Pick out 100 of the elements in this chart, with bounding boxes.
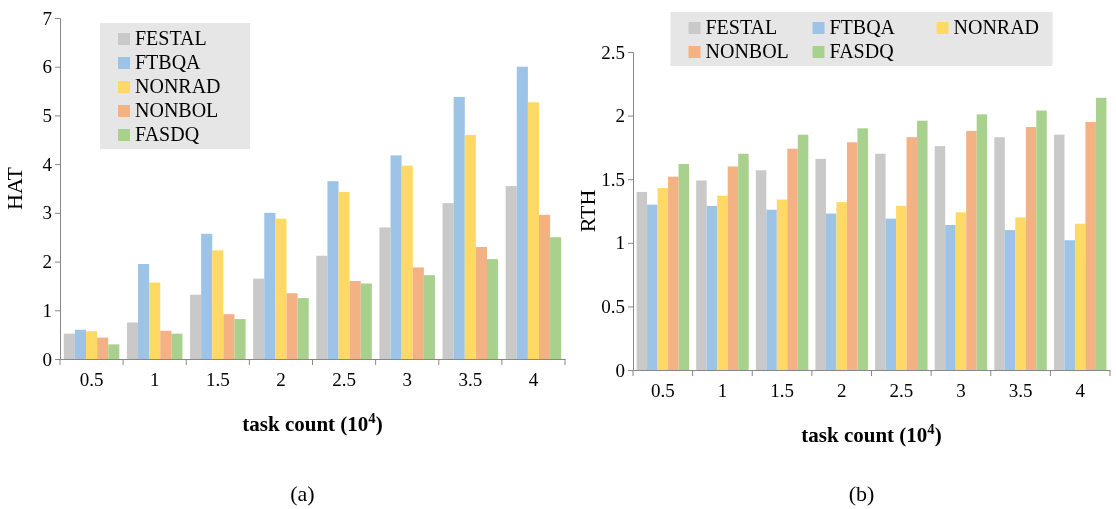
bar xyxy=(1085,121,1096,370)
y-tick-label: 2 xyxy=(615,105,625,127)
bar xyxy=(442,203,454,359)
x-axis-title: task count (10$^{4}$) xyxy=(801,421,942,447)
bar xyxy=(1004,230,1016,370)
bar xyxy=(275,218,287,359)
x-tick-label: 3 xyxy=(402,369,412,391)
bar xyxy=(945,224,956,370)
bar xyxy=(412,267,424,359)
bar xyxy=(516,66,528,359)
bar xyxy=(668,176,679,370)
legend-label: FASDQ xyxy=(829,40,895,62)
bar xyxy=(401,165,413,359)
y-tick-label: 0 xyxy=(42,348,52,370)
bar xyxy=(390,155,402,359)
bar xyxy=(717,195,728,370)
bar xyxy=(846,142,858,370)
bar xyxy=(706,205,718,370)
bar xyxy=(423,275,435,359)
x-tick-label: 3.5 xyxy=(458,369,483,391)
bar xyxy=(286,293,298,359)
bar xyxy=(1025,127,1037,370)
x-tick-label: 0.5 xyxy=(650,380,675,402)
bar xyxy=(475,246,487,359)
y-tick-label: 0.5 xyxy=(601,295,625,317)
x-tick-label: 1 xyxy=(717,380,728,402)
bar xyxy=(1074,223,1086,370)
x-tick-label: 2.5 xyxy=(332,369,356,391)
y-tick-label: 1 xyxy=(615,232,625,254)
x-tick-label: 3 xyxy=(956,380,966,402)
bar xyxy=(379,227,391,359)
bar xyxy=(755,170,767,370)
x-tick-label: 2 xyxy=(836,380,847,402)
y-tick-label: 2.5 xyxy=(601,41,625,63)
bar xyxy=(138,264,150,359)
bar xyxy=(906,137,918,370)
x-tick-label: 1.5 xyxy=(205,369,230,391)
x-tick-label: 1.5 xyxy=(770,380,794,402)
bar xyxy=(787,148,798,370)
bar xyxy=(875,153,886,370)
bar xyxy=(108,344,120,359)
bar xyxy=(538,214,551,359)
y-tick-label: 5 xyxy=(42,105,52,127)
bar xyxy=(934,146,946,370)
bar xyxy=(171,333,183,359)
bar xyxy=(1064,240,1075,370)
text: (b) xyxy=(848,481,875,506)
y-tick-label: 7 xyxy=(42,7,52,29)
x-tick-label: 2 xyxy=(276,369,286,391)
bar xyxy=(486,259,499,359)
bar xyxy=(896,205,907,370)
bar xyxy=(360,283,372,359)
bar xyxy=(1095,97,1107,370)
legend-label: NONBOL xyxy=(135,99,219,121)
bar xyxy=(63,333,75,359)
bar xyxy=(201,233,213,359)
bar xyxy=(825,213,837,370)
y-tick-label: 4 xyxy=(42,153,53,175)
bar xyxy=(976,114,988,370)
bar xyxy=(994,137,1005,370)
legend-label: NONBOL xyxy=(705,40,789,62)
y-tick-label: 2 xyxy=(42,251,52,273)
bar xyxy=(349,281,361,359)
text: (a) xyxy=(290,481,315,506)
bar xyxy=(1053,134,1065,370)
bar xyxy=(657,188,669,370)
bar xyxy=(223,314,235,359)
bar xyxy=(766,209,777,370)
bar xyxy=(149,282,161,359)
legend-label: FESTAL xyxy=(705,16,778,38)
bar xyxy=(74,329,87,359)
bar xyxy=(338,191,350,359)
y-axis-title: HAT xyxy=(2,166,27,210)
bar xyxy=(212,250,224,359)
bar xyxy=(160,330,172,359)
x-tick-label: 4 xyxy=(1075,380,1086,402)
bar xyxy=(505,186,517,359)
bar xyxy=(636,191,648,370)
bar xyxy=(550,237,562,359)
bar xyxy=(190,294,202,359)
x-tick-label: 1 xyxy=(149,369,160,391)
bar xyxy=(253,278,265,359)
bar xyxy=(97,337,109,359)
bar xyxy=(857,128,868,370)
x-axis-title: task count (10$^{4}$) xyxy=(242,410,383,436)
legend-label: FESTAL xyxy=(135,27,207,49)
legend-label: FTBQA xyxy=(135,51,202,73)
bar xyxy=(678,163,690,370)
x-tick-label: 0.5 xyxy=(79,369,104,391)
bar xyxy=(797,134,809,370)
x-tick-label: 3.5 xyxy=(1008,380,1033,402)
y-tick-label: 1 xyxy=(42,299,52,321)
bar xyxy=(527,102,539,359)
bar xyxy=(234,319,246,359)
bar xyxy=(836,202,847,370)
bar xyxy=(815,158,826,370)
x-tick-label: 4 xyxy=(528,369,539,391)
y-axis-title: RTH xyxy=(575,189,600,233)
y-tick-label: 3 xyxy=(42,202,52,224)
bar xyxy=(126,322,139,359)
